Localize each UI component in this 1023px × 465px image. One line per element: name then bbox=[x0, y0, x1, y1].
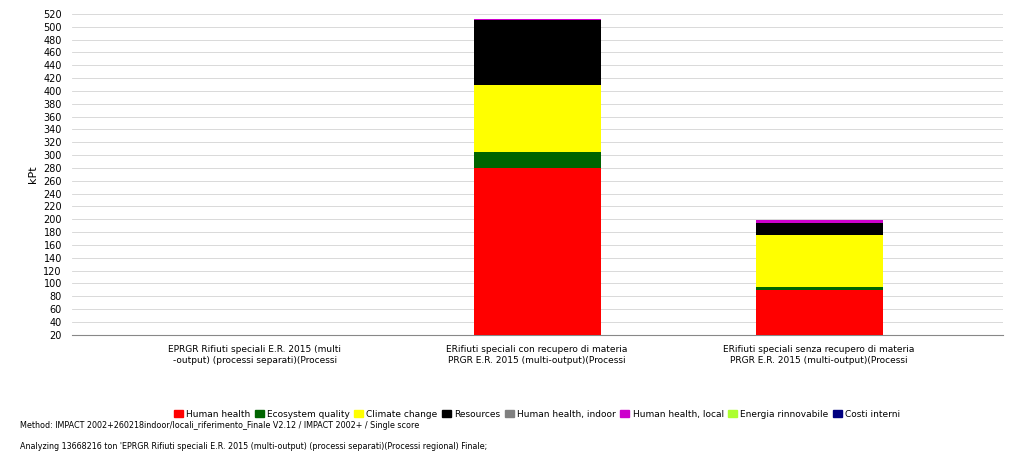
Text: Analyzing 13668216 ton 'EPRGR Rifiuti speciali E.R. 2015 (multi-output) (process: Analyzing 13668216 ton 'EPRGR Rifiuti sp… bbox=[20, 442, 488, 451]
Bar bbox=[474, 168, 601, 335]
Bar bbox=[756, 220, 883, 223]
Bar bbox=[756, 286, 883, 290]
Bar bbox=[474, 19, 601, 20]
Bar bbox=[756, 223, 883, 235]
Text: Method: IMPACT 2002+260218indoor/locali_riferimento_Finale V2.12 / IMPACT 2002+ : Method: IMPACT 2002+260218indoor/locali_… bbox=[20, 421, 419, 430]
Y-axis label: kPt: kPt bbox=[28, 166, 38, 183]
Bar bbox=[756, 290, 883, 335]
Legend: Human health, Ecosystem quality, Climate change, Resources, Human health, indoor: Human health, Ecosystem quality, Climate… bbox=[174, 410, 900, 419]
Bar bbox=[474, 152, 601, 168]
Bar bbox=[474, 85, 601, 152]
Bar bbox=[756, 235, 883, 286]
Bar bbox=[474, 20, 601, 85]
